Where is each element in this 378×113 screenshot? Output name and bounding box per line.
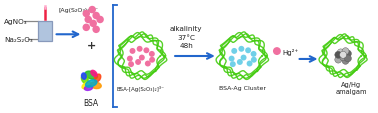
Circle shape [90, 20, 97, 28]
Circle shape [145, 61, 151, 67]
Circle shape [342, 58, 349, 65]
Text: BSA-[Ag(S₂O₃)₂]³⁻: BSA-[Ag(S₂O₃)₂]³⁻ [116, 85, 164, 91]
Circle shape [342, 48, 349, 55]
Circle shape [339, 52, 347, 59]
Circle shape [239, 46, 244, 52]
Ellipse shape [85, 71, 98, 80]
Circle shape [88, 7, 96, 14]
Circle shape [127, 56, 133, 62]
Circle shape [231, 48, 237, 54]
Text: +: + [87, 41, 96, 51]
Ellipse shape [84, 86, 93, 91]
Circle shape [92, 26, 100, 34]
Circle shape [135, 59, 141, 65]
Circle shape [245, 48, 251, 54]
FancyBboxPatch shape [38, 22, 52, 42]
Circle shape [344, 55, 352, 62]
Text: BSA: BSA [84, 98, 99, 107]
Ellipse shape [82, 82, 91, 89]
Circle shape [251, 57, 257, 63]
Circle shape [246, 61, 253, 67]
Text: Hg²⁺: Hg²⁺ [283, 48, 299, 55]
Circle shape [149, 57, 155, 63]
Circle shape [335, 52, 342, 59]
Circle shape [82, 11, 90, 18]
Text: Ag/Hg
amalgam: Ag/Hg amalgam [335, 81, 367, 94]
Circle shape [128, 62, 134, 68]
Ellipse shape [91, 71, 97, 77]
Circle shape [344, 51, 352, 58]
Circle shape [149, 52, 155, 57]
Circle shape [143, 48, 149, 54]
Circle shape [335, 57, 342, 64]
Circle shape [339, 54, 347, 61]
Text: alkalinity
37°C
48h: alkalinity 37°C 48h [170, 26, 202, 49]
Circle shape [139, 55, 145, 61]
Circle shape [130, 48, 135, 54]
Ellipse shape [94, 74, 101, 82]
Circle shape [137, 46, 143, 52]
Ellipse shape [81, 75, 88, 84]
Text: Na₂S₂O₃: Na₂S₂O₃ [4, 37, 33, 43]
Circle shape [96, 16, 104, 24]
Circle shape [85, 16, 92, 24]
Text: BSA-Ag Cluster: BSA-Ag Cluster [219, 85, 266, 90]
Circle shape [229, 56, 235, 62]
Ellipse shape [90, 82, 101, 89]
Circle shape [251, 52, 257, 57]
Circle shape [241, 55, 246, 61]
Circle shape [237, 59, 243, 65]
Circle shape [273, 48, 281, 55]
Circle shape [92, 13, 100, 20]
Text: [Ag(S₂O₃)₂]³⁻: [Ag(S₂O₃)₂]³⁻ [59, 7, 99, 12]
Circle shape [230, 62, 236, 68]
Ellipse shape [82, 73, 86, 80]
Circle shape [82, 24, 90, 32]
Text: AgNO₃: AgNO₃ [4, 19, 28, 25]
Ellipse shape [85, 80, 97, 87]
Circle shape [337, 49, 344, 56]
